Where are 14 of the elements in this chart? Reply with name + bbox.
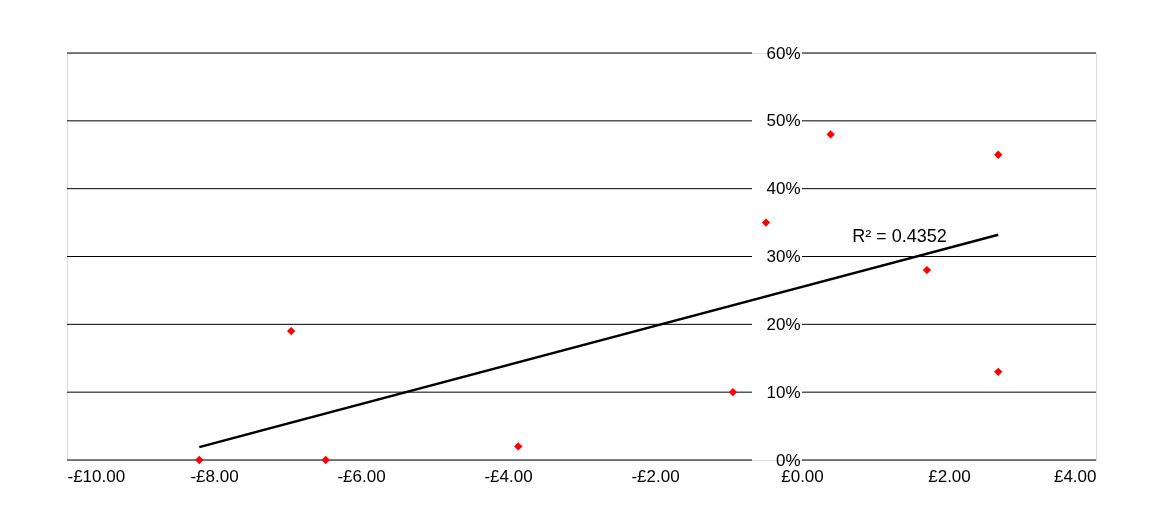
y-tick-label: 10% xyxy=(766,382,801,402)
y-tick-label: 20% xyxy=(766,314,801,334)
y-tick-label: 40% xyxy=(766,179,801,199)
x-tick-label: -£6.00 xyxy=(337,466,386,486)
x-tick-label: -£8.00 xyxy=(190,466,239,486)
y-tick-label: 60% xyxy=(766,43,801,63)
x-tick-label: £4.00 xyxy=(1053,466,1097,486)
annotation: R² = 0.4352 xyxy=(852,226,947,247)
y-tick-label: 50% xyxy=(766,111,801,131)
x-tick-label: -£2.00 xyxy=(631,466,680,486)
y-tick-label: 30% xyxy=(766,247,801,266)
x-tick-label: -£10.00 xyxy=(67,466,126,486)
x-tick-label: £2.00 xyxy=(928,466,971,486)
x-tick-label: -£4.00 xyxy=(484,466,533,486)
